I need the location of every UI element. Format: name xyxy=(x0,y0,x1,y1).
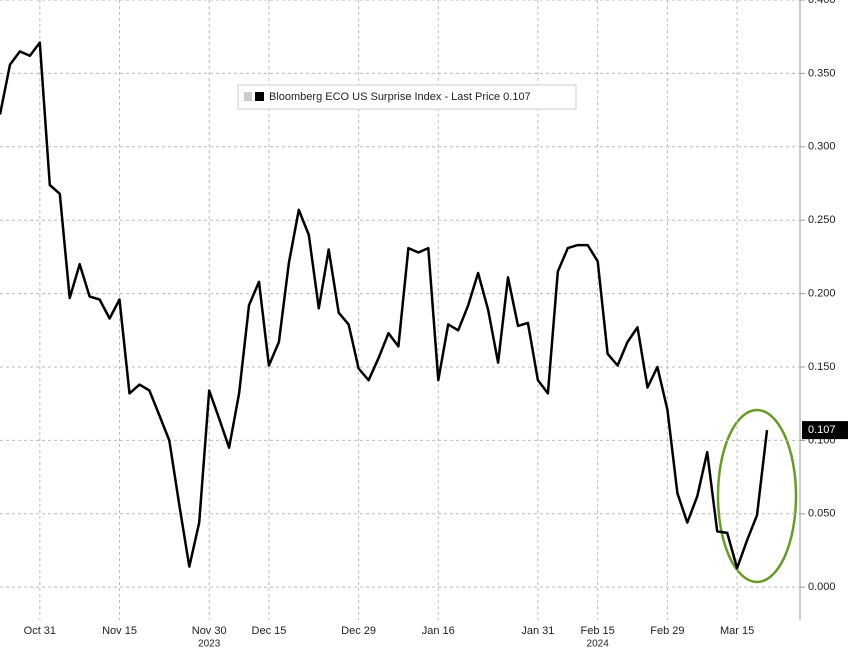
y-tick-label: 0.300 xyxy=(808,141,836,153)
y-tick-label: 0.200 xyxy=(808,287,836,299)
x-tick-label: Mar 15 xyxy=(720,625,754,637)
x-tick-label: Jan 16 xyxy=(422,625,455,637)
x-year-label: 2024 xyxy=(587,639,610,649)
highlight-ellipse xyxy=(716,408,798,584)
y-tick-label: 0.050 xyxy=(808,508,836,520)
y-tick-label: 0.150 xyxy=(808,361,836,373)
y-tick-label: 0.350 xyxy=(808,67,836,79)
x-tick-label: Oct 31 xyxy=(24,625,56,637)
legend: Bloomberg ECO US Surprise Index - Last P… xyxy=(237,84,577,110)
x-tick-label: Feb 29 xyxy=(650,625,684,637)
x-year-label: 2023 xyxy=(198,639,221,649)
y-tick-label: 0.000 xyxy=(808,581,836,593)
last-price-box xyxy=(802,421,848,440)
legend-label: Bloomberg ECO US Surprise Index - Last P… xyxy=(269,91,531,103)
legend-swatch xyxy=(255,92,264,101)
x-tick-label: Nov 30 xyxy=(192,625,227,637)
x-tick-label: Feb 15 xyxy=(581,625,615,637)
legend-icon xyxy=(244,92,252,101)
last-price-label: 0.107 xyxy=(808,424,836,436)
y-tick-label: 0.250 xyxy=(808,214,836,226)
x-tick-label: Jan 31 xyxy=(521,625,554,637)
x-tick-label: Dec 29 xyxy=(341,625,376,637)
y-tick-label: 0.400 xyxy=(808,0,836,6)
x-tick-label: Nov 15 xyxy=(102,625,137,637)
legend-box xyxy=(237,84,577,110)
x-tick-label: Dec 15 xyxy=(252,625,287,637)
line-series xyxy=(0,41,769,570)
